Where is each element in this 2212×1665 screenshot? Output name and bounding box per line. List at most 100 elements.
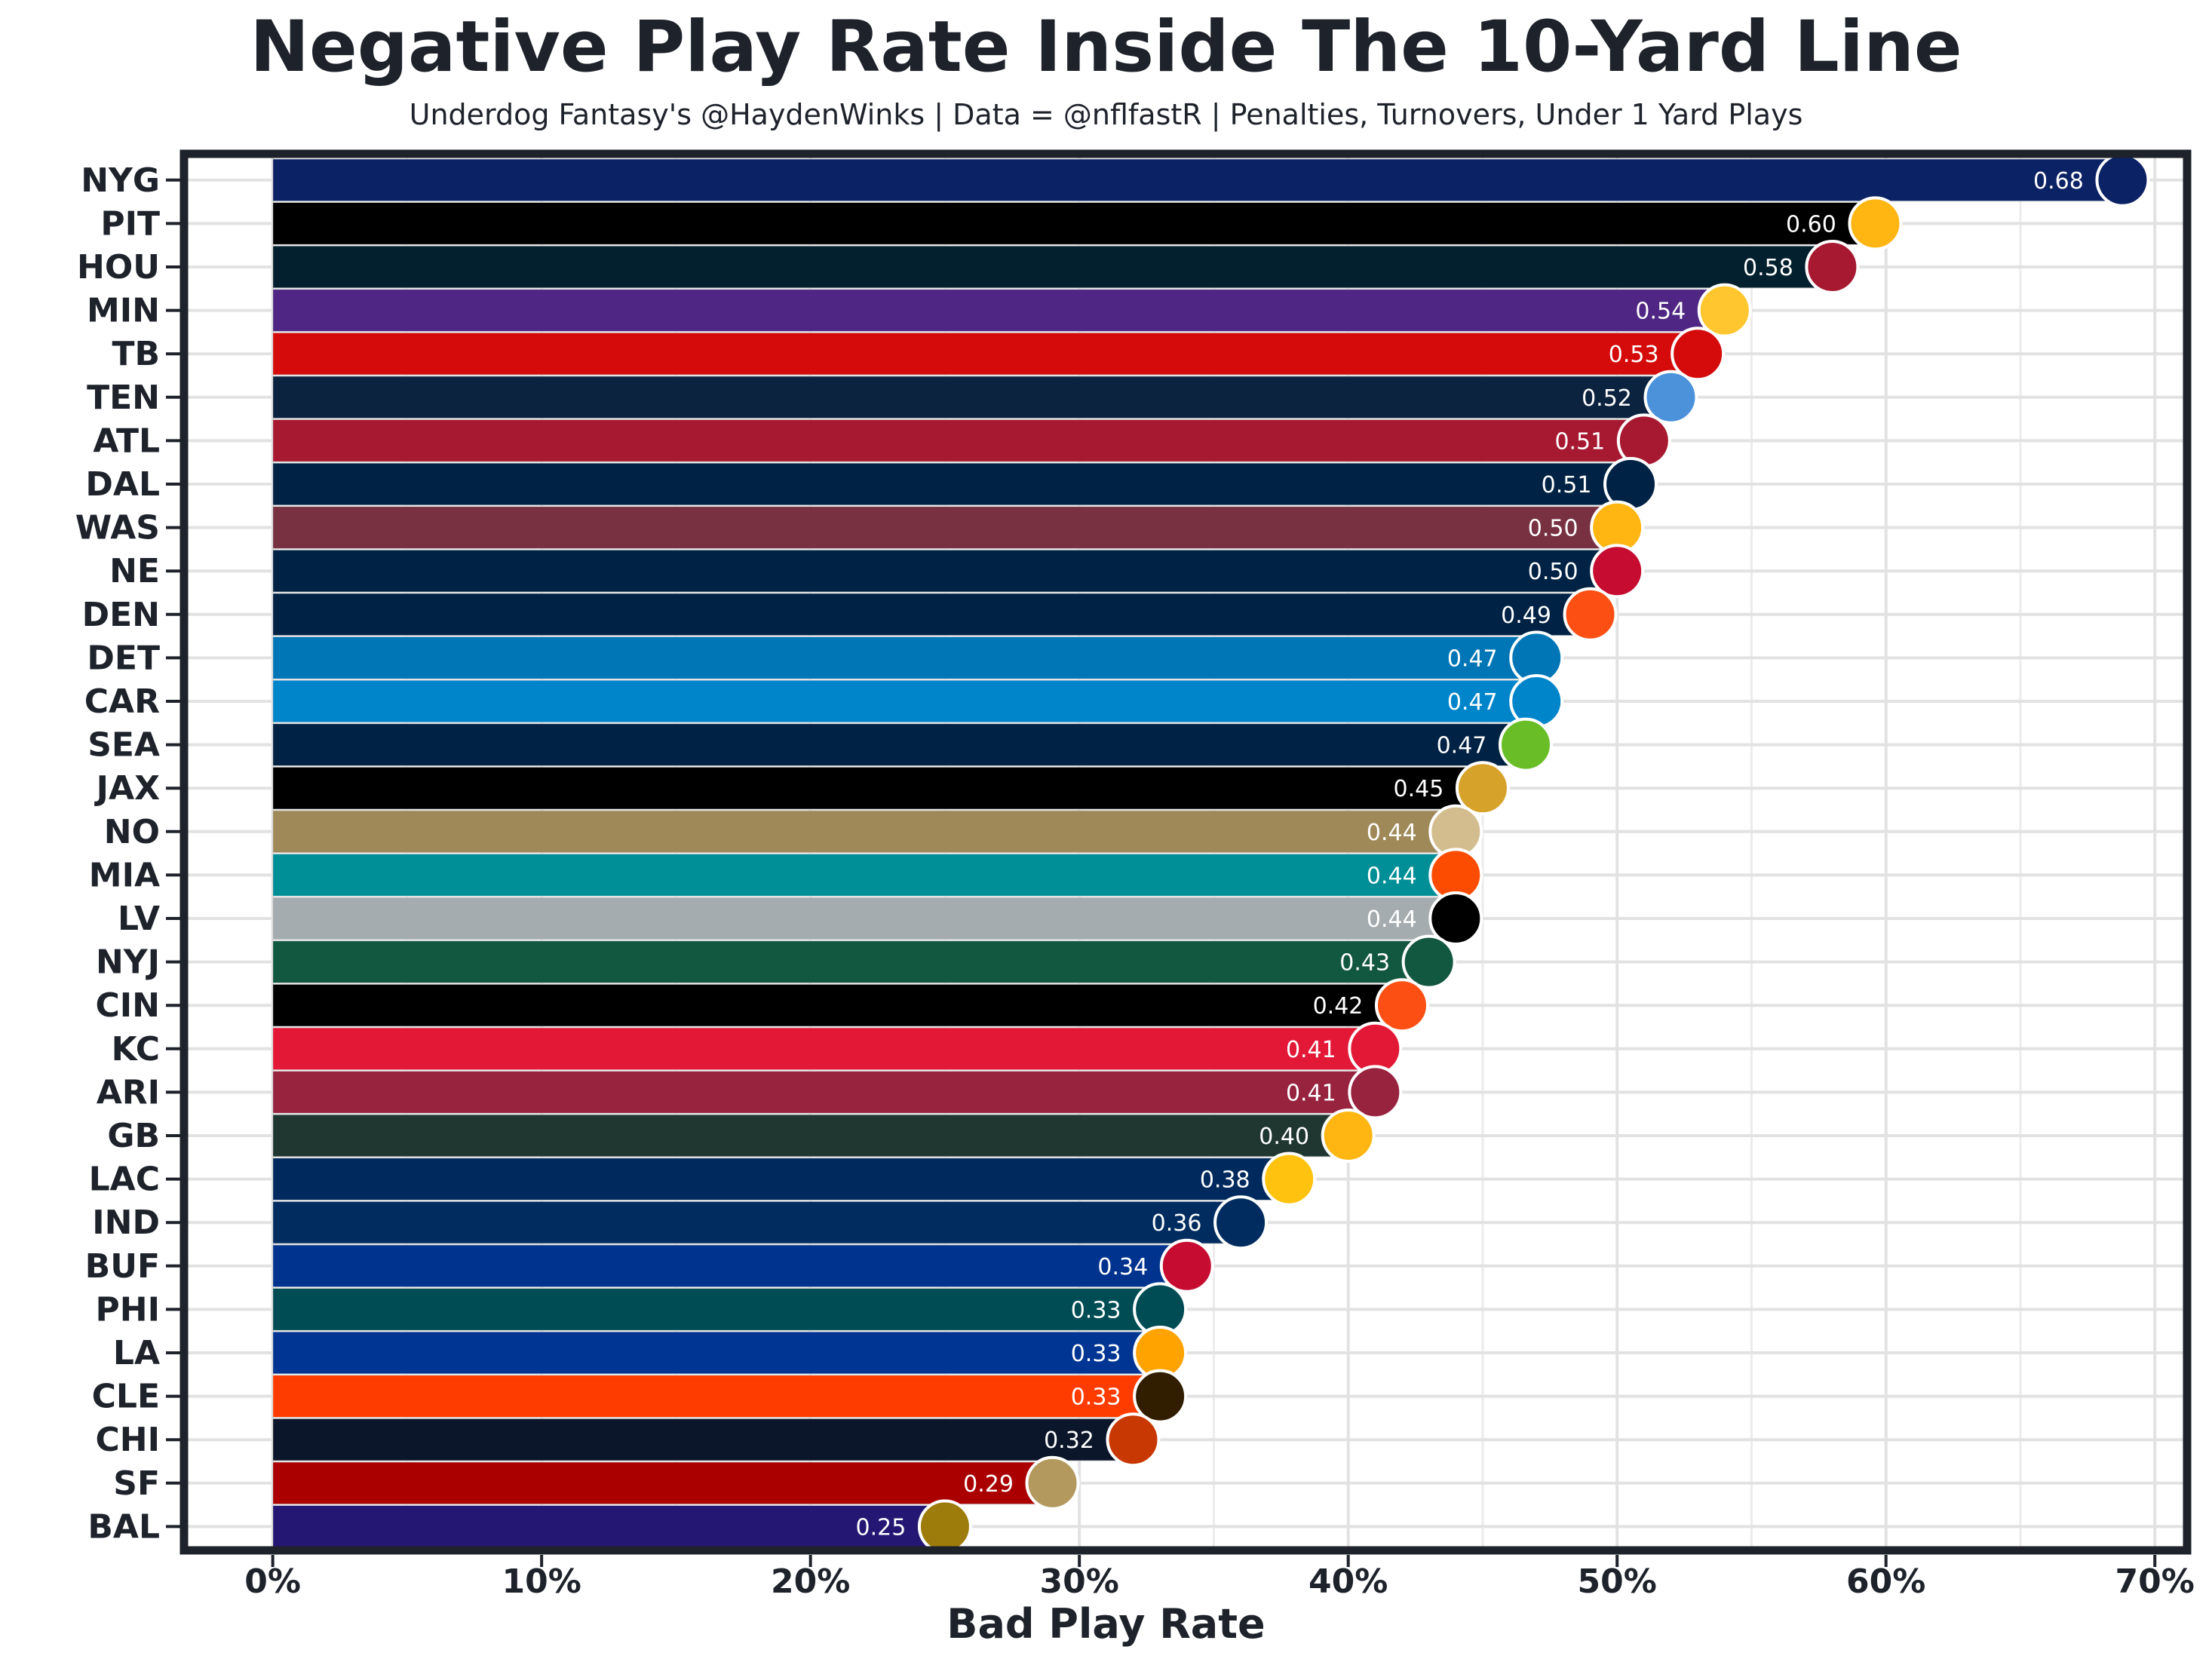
team-logo-buf-icon (1159, 1238, 1214, 1293)
y-label-nyg: NYG (81, 161, 160, 200)
value-label-sf: 0.29 (963, 1471, 1014, 1498)
bar-nyj (272, 940, 1430, 984)
x-tick-label-6: 60% (1846, 1562, 1925, 1601)
team-logo-bal-icon (917, 1499, 972, 1554)
bar-bal (272, 1504, 946, 1548)
bar-ind (272, 1200, 1241, 1244)
x-tick-label-0: 0% (244, 1562, 301, 1601)
value-label-det: 0.47 (1447, 645, 1498, 672)
y-label-atl: ATL (93, 422, 160, 460)
team-logo-cin-icon (1374, 978, 1429, 1033)
value-label-gb: 0.40 (1259, 1124, 1309, 1150)
value-label-nyg: 0.68 (2033, 168, 2084, 195)
value-label-was: 0.50 (1528, 516, 1578, 542)
x-tick-label-2: 20% (771, 1562, 850, 1601)
value-label-min: 0.54 (1635, 299, 1686, 325)
bar-atl (272, 419, 1645, 462)
value-label-kc: 0.41 (1286, 1037, 1336, 1063)
value-label-la: 0.33 (1071, 1341, 1121, 1367)
y-label-lac: LAC (89, 1161, 160, 1199)
value-label-jax: 0.45 (1394, 776, 1444, 802)
y-label-gb: GB (107, 1117, 160, 1155)
bar-buf (272, 1244, 1188, 1288)
x-tick-label-7: 70% (2115, 1562, 2195, 1601)
value-label-ind: 0.36 (1152, 1210, 1202, 1237)
y-label-chi: CHI (96, 1421, 161, 1459)
team-logo-pit-icon (1848, 196, 1903, 251)
bars (272, 158, 2123, 1548)
y-label-pit: PIT (100, 204, 160, 243)
bar-no (272, 810, 1456, 854)
bar-pit (272, 201, 1876, 245)
bar-cle (272, 1375, 1161, 1418)
y-label-kc: KC (112, 1030, 160, 1069)
team-logo-sea-icon (1498, 717, 1553, 772)
bar-lac (272, 1158, 1290, 1201)
value-label-ne: 0.50 (1528, 559, 1578, 585)
team-logos (917, 152, 2150, 1554)
team-logo-min-icon (1697, 283, 1752, 338)
bar-chi (272, 1418, 1134, 1461)
value-label-cle: 0.33 (1071, 1384, 1121, 1411)
x-axis-label: Bad Play Rate (946, 1600, 1266, 1648)
y-axis-labels: NYG PIT HOU MIN TB TEN ATL DAL WAS NE DEN DET CAR SEA… (75, 161, 181, 1546)
value-label-ten: 0.52 (1582, 385, 1632, 412)
value-label-pit: 0.60 (1786, 211, 1836, 238)
team-logo-gb-icon (1321, 1108, 1376, 1163)
y-label-phi: PHI (96, 1290, 160, 1329)
bar-tb (272, 332, 1698, 376)
bar-dal (272, 462, 1631, 506)
team-logo-lv-icon (1428, 891, 1483, 946)
plot-frame (179, 149, 2192, 1555)
y-label-bal: BAL (87, 1507, 160, 1546)
bar-cin (272, 983, 1403, 1027)
x-tick-label-1: 10% (502, 1562, 581, 1601)
bar-min (272, 289, 1726, 333)
bar-la (272, 1331, 1161, 1375)
bar-ten (272, 376, 1672, 419)
team-logo-ten-icon (1643, 369, 1698, 425)
y-label-ari: ARI (97, 1073, 160, 1112)
y-label-car: CAR (84, 682, 160, 721)
value-labels: 0.68 0.60 0.58 0.54 0.53 0.52 0.51 0.51 0.50 0.50… (856, 168, 2084, 1541)
y-label-den: DEN (82, 596, 160, 634)
team-logo-ne-icon (1590, 544, 1645, 599)
value-label-car: 0.47 (1447, 689, 1498, 716)
value-label-tb: 0.53 (1609, 342, 1659, 368)
y-label-cle: CLE (92, 1378, 160, 1416)
bar-jax (272, 766, 1483, 810)
x-axis-ticks: 0% 10% 20% 30% 40% 50% 60% 70% (244, 1555, 2195, 1601)
bar-sea (272, 723, 1526, 767)
bar-hou (272, 245, 1833, 289)
y-label-hou: HOU (77, 248, 160, 287)
value-label-atl: 0.51 (1554, 428, 1605, 455)
bar-ne (272, 549, 1618, 593)
bar-sf (272, 1461, 1054, 1505)
value-label-ari: 0.41 (1286, 1080, 1336, 1106)
value-label-no: 0.44 (1367, 820, 1417, 846)
y-label-ind: IND (92, 1204, 160, 1242)
x-tick-label-3: 30% (1040, 1562, 1119, 1601)
team-logo-chi-icon (1106, 1412, 1161, 1467)
y-label-tb: TB (112, 335, 160, 373)
value-label-nyj: 0.43 (1339, 950, 1390, 977)
bar-kc (272, 1027, 1376, 1071)
y-label-dal: DAL (85, 465, 160, 504)
value-label-buf: 0.34 (1097, 1254, 1148, 1280)
y-label-buf: BUF (85, 1247, 160, 1286)
x-tick-label-4: 40% (1308, 1562, 1388, 1601)
y-label-nyj: NYJ (96, 943, 160, 982)
team-logo-cle-icon (1133, 1369, 1188, 1424)
team-logo-sf-icon (1025, 1455, 1080, 1510)
y-label-cin: CIN (96, 986, 161, 1025)
chart-subtitle: Underdog Fantasy's @HaydenWinks | Data =… (409, 98, 1803, 131)
value-label-phi: 0.33 (1071, 1297, 1121, 1323)
y-label-no: NO (104, 813, 160, 851)
bar-lv (272, 897, 1456, 940)
bar-mia (272, 853, 1456, 897)
team-logo-tb-icon (1671, 327, 1726, 382)
value-label-lac: 0.38 (1200, 1167, 1250, 1194)
bar-det (272, 636, 1537, 679)
y-label-lv: LV (118, 900, 160, 938)
